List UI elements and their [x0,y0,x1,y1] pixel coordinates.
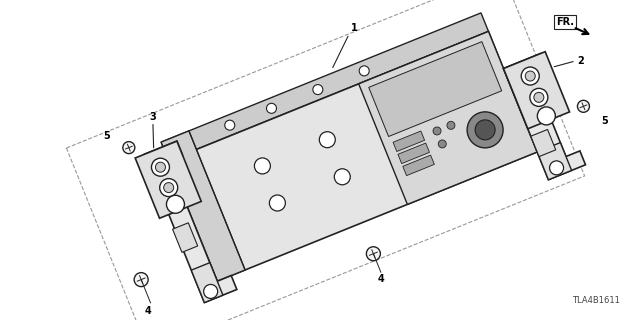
Polygon shape [191,263,223,303]
Polygon shape [145,141,237,303]
Circle shape [538,107,556,125]
Text: FR.: FR. [556,17,574,27]
Circle shape [475,120,495,140]
Circle shape [269,195,285,211]
Text: TLA4B1611: TLA4B1611 [572,296,620,305]
Polygon shape [369,42,502,137]
Circle shape [123,142,135,154]
Circle shape [334,169,350,185]
Text: 3: 3 [150,112,156,122]
Circle shape [152,158,170,176]
Text: 1: 1 [351,23,358,33]
Polygon shape [531,130,556,156]
Circle shape [530,88,548,106]
Circle shape [534,92,544,102]
Circle shape [225,120,235,130]
Polygon shape [504,52,570,129]
Circle shape [359,66,369,76]
Circle shape [550,161,564,175]
Circle shape [266,103,276,113]
Circle shape [438,140,446,148]
Circle shape [166,195,184,213]
Polygon shape [504,53,586,180]
Circle shape [319,132,335,148]
Text: 5: 5 [601,116,608,125]
Polygon shape [537,143,572,180]
Polygon shape [168,31,537,281]
Circle shape [313,84,323,95]
Text: 4: 4 [378,274,384,284]
Circle shape [164,183,173,193]
Polygon shape [161,13,488,161]
Circle shape [204,284,218,299]
Polygon shape [161,131,245,281]
Text: 5: 5 [104,132,110,141]
Polygon shape [398,143,429,164]
Text: 4: 4 [144,306,151,316]
Polygon shape [358,31,537,204]
Circle shape [366,247,380,261]
Circle shape [156,162,166,172]
Circle shape [160,179,178,196]
Circle shape [255,158,271,174]
Polygon shape [393,131,424,152]
Circle shape [467,112,503,148]
Circle shape [521,67,540,85]
Polygon shape [135,141,201,218]
Polygon shape [403,155,435,176]
Circle shape [134,273,148,287]
Circle shape [447,121,455,129]
Polygon shape [173,223,198,252]
Circle shape [577,100,589,112]
Circle shape [433,127,441,135]
Circle shape [525,71,535,81]
Text: 2: 2 [577,56,584,66]
